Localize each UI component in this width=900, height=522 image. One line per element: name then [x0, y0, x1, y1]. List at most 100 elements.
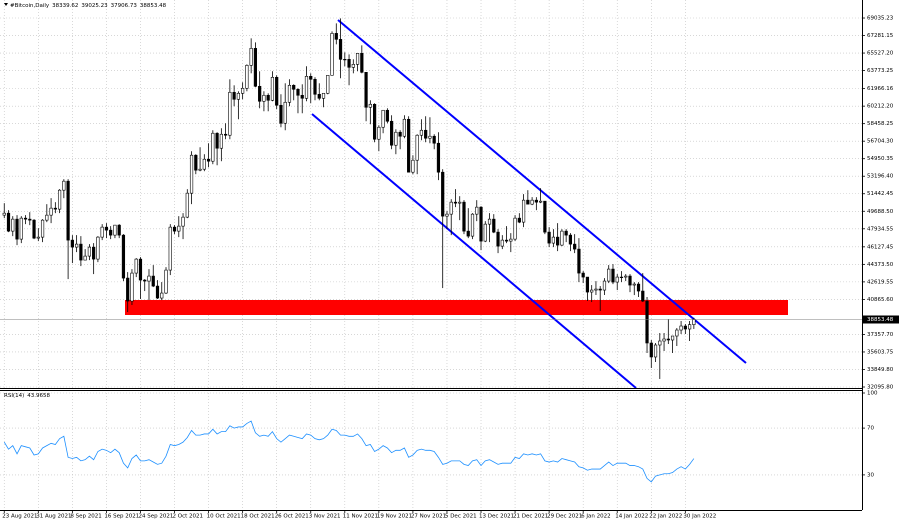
- candle-body: [134, 258, 138, 274]
- candle-body: [636, 283, 641, 292]
- candle-body: [151, 275, 155, 287]
- candle-body: [100, 226, 104, 238]
- x-tick-label: 10 Oct 2021: [207, 514, 241, 520]
- candle-body: [241, 87, 245, 94]
- y-tick-label: 42619.55: [867, 279, 894, 285]
- candle-body: [334, 33, 338, 40]
- candle-body: [385, 109, 389, 122]
- candle-body: [92, 246, 96, 260]
- x-tick-label: 26 Oct 2021: [275, 514, 309, 520]
- candle-body: [202, 158, 206, 170]
- candle-body: [398, 131, 402, 137]
- candle-body: [432, 135, 436, 144]
- grid-layer: [0, 0, 862, 510]
- candle-body: [287, 84, 292, 103]
- x-tick-label: 23 Aug 2021: [2, 514, 37, 520]
- candle-body: [521, 199, 526, 223]
- candle-body: [79, 243, 83, 261]
- candle-body: [19, 217, 23, 240]
- candle-body: [445, 213, 449, 217]
- candle-body: [573, 243, 577, 250]
- candle-body: [36, 236, 40, 239]
- candle-body: [87, 246, 91, 257]
- candle-body: [32, 219, 36, 239]
- candle-body: [394, 131, 398, 146]
- candle-body: [177, 225, 181, 232]
- candle-body: [683, 325, 687, 330]
- menu-triangle[interactable]: [4, 3, 8, 6]
- candle-body: [155, 285, 160, 299]
- candle-body: [513, 217, 517, 240]
- candle-body: [564, 230, 568, 236]
- candle-body: [75, 243, 79, 248]
- candle-body: [641, 290, 645, 302]
- y-tick-label: 47934.55: [867, 226, 894, 232]
- candle-body: [372, 103, 377, 140]
- candle-body: [181, 216, 185, 227]
- candle-body: [185, 192, 189, 218]
- candle-body: [292, 84, 296, 90]
- candle-body: [402, 118, 406, 137]
- candle-body: [66, 180, 70, 241]
- candle-body: [611, 268, 615, 283]
- candle-body: [475, 206, 479, 215]
- x-tick-label: 18 Oct 2021: [241, 514, 275, 520]
- candle-body: [692, 319, 696, 325]
- candle-body: [687, 324, 692, 330]
- last-price-box: [863, 315, 899, 324]
- candle-body: [577, 248, 581, 274]
- candle-body: [296, 88, 300, 96]
- candle-body: [607, 268, 611, 282]
- candle-body: [645, 300, 649, 344]
- candle-body: [585, 276, 590, 293]
- candle-body: [164, 269, 168, 294]
- x-tick-label: 6 Jan 2022: [581, 514, 610, 520]
- candle-body: [49, 207, 53, 216]
- rsi-title: RSI(14): [4, 393, 24, 399]
- y-tick-label: 60212.20: [867, 104, 894, 110]
- candle-body: [266, 94, 270, 101]
- y-tick-label: 61966.16: [867, 86, 894, 92]
- x-tick-label: 19 Nov 2021: [377, 514, 412, 520]
- candle-body: [560, 230, 564, 246]
- candle-body: [496, 231, 500, 247]
- candle-body: [253, 48, 258, 87]
- y-tick-label: 67281.15: [867, 33, 894, 39]
- y-tick-label: 32095.80: [867, 385, 894, 391]
- candle-body: [160, 292, 164, 299]
- y-tick-label: 54950.35: [867, 156, 894, 162]
- candle-body: [407, 118, 411, 173]
- y-tick-label: 65527.20: [867, 51, 894, 57]
- candle-body: [355, 53, 360, 65]
- y-tick-label: 100: [867, 391, 878, 397]
- symbol: #Bitcoin,Daily: [10, 3, 50, 9]
- candle-body: [45, 214, 49, 221]
- candle-body: [206, 158, 211, 162]
- x-tick-label: 3 Nov 2021: [309, 514, 341, 520]
- candle-body: [360, 53, 364, 73]
- y-tick-label: 49688.50: [867, 209, 894, 215]
- candle-body: [62, 180, 66, 191]
- candle-body: [258, 85, 262, 102]
- x-tick-label: 24 Sep 2021: [138, 514, 173, 520]
- candle-body: [53, 207, 57, 210]
- candle-body: [83, 255, 87, 261]
- last-price-label: 38853.48: [867, 317, 894, 323]
- y-tick-label: 44373.50: [867, 262, 894, 268]
- y-tick-label: 35603.75: [867, 349, 894, 355]
- open: 38339.62: [52, 3, 78, 9]
- candle-body: [168, 226, 172, 271]
- candle-body: [189, 154, 194, 194]
- rsi-header: RSI(14) 43.9658: [4, 393, 50, 399]
- rsi-line: [3, 420, 695, 483]
- candle-body: [419, 129, 424, 136]
- candle-body: [666, 338, 670, 341]
- channel-lower: [311, 113, 637, 389]
- marks: [0, 18, 862, 483]
- candle-body: [551, 236, 555, 244]
- candle-body: [377, 126, 381, 140]
- y-tick-label: 40865.60: [867, 297, 894, 303]
- candle-body: [602, 280, 607, 291]
- candle-body: [581, 272, 585, 278]
